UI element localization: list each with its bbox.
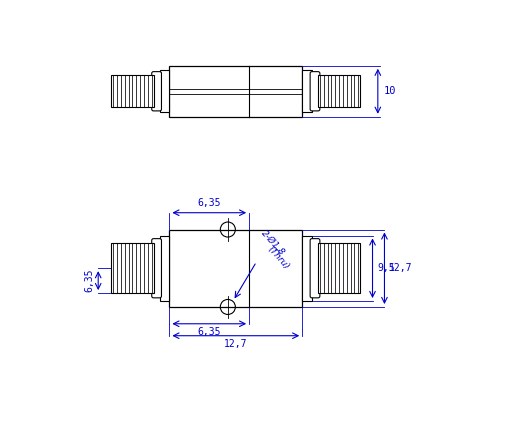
FancyBboxPatch shape [310, 239, 320, 298]
Text: 6,35: 6,35 [85, 269, 95, 293]
FancyBboxPatch shape [152, 72, 161, 111]
Text: 6,35: 6,35 [198, 198, 221, 208]
Bar [160, 70, 169, 112]
FancyBboxPatch shape [152, 239, 161, 298]
Bar [112, 243, 154, 293]
Bar [169, 66, 302, 117]
FancyBboxPatch shape [310, 72, 320, 111]
Text: 12,7: 12,7 [389, 263, 412, 273]
Bar [160, 236, 169, 301]
Text: 9,5: 9,5 [377, 263, 394, 273]
Text: 6,35: 6,35 [198, 327, 221, 337]
Text: 10: 10 [384, 86, 396, 96]
Bar [169, 229, 302, 307]
Bar [302, 70, 312, 112]
Text: 2-Ø1,8: 2-Ø1,8 [259, 228, 286, 257]
Bar [112, 75, 154, 107]
Bar [318, 75, 360, 107]
Text: (Thru): (Thru) [266, 245, 291, 272]
Bar [302, 236, 312, 301]
Bar [318, 243, 360, 293]
Text: 12,7: 12,7 [224, 339, 247, 349]
